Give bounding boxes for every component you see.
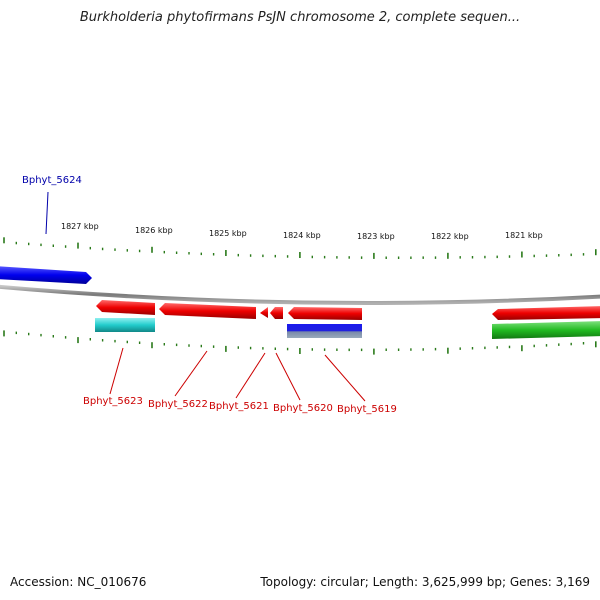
gene-arrow-bphyt-5622[interactable] <box>159 303 256 319</box>
tick-label: 1825 kbp <box>209 229 247 238</box>
gene-label-bphyt-5622[interactable]: Bphyt_5622 <box>148 399 208 410</box>
leader-line-bphyt-5621 <box>235 352 266 399</box>
map-title: Burkholderia phytofirmans PsJN chromosom… <box>79 10 521 25</box>
gene-arrow-right-red[interactable] <box>492 306 600 320</box>
topology-summary: Topology: circular; Length: 3,625,999 bp… <box>260 575 590 589</box>
tick-labels: 1827 kbp 1826 kbp 1825 kbp 1824 kbp 1823… <box>61 222 543 241</box>
gene-label-bphyt-5620[interactable]: Bphyt_5620 <box>273 403 333 414</box>
gene-label-bphyt-5624[interactable]: Bphyt_5624 <box>22 175 82 186</box>
tick-label: 1826 kbp <box>135 226 173 235</box>
feature-green[interactable] <box>492 321 600 339</box>
gene-arrow-bphyt-5624[interactable] <box>0 266 92 284</box>
tick-label: 1822 kbp <box>431 232 469 241</box>
outer-tick-marks <box>3 237 597 259</box>
inner-tick-marks <box>3 330 597 355</box>
gene-arrow-bphyt-5620[interactable] <box>288 307 362 320</box>
gene-label-bphyt-5619[interactable]: Bphyt_5619 <box>337 404 397 415</box>
tick-label: 1827 kbp <box>61 222 99 231</box>
tick-label: 1823 kbp <box>357 232 395 241</box>
gene-label-bphyt-5621[interactable]: Bphyt_5621 <box>209 401 269 412</box>
gene-arrow-bphyt-5621a[interactable] <box>260 307 268 318</box>
feature-blue-gray[interactable] <box>287 324 362 338</box>
accession-text: Accession: NC_010676 <box>10 575 147 589</box>
chromosome-backbone <box>0 284 600 306</box>
leader-line-bphyt-5619 <box>324 354 366 402</box>
tick-label: 1824 kbp <box>283 231 321 240</box>
leader-line-bphyt-5622 <box>174 350 208 397</box>
tick-label: 1821 kbp <box>505 231 543 240</box>
leader-line-bphyt-5623 <box>109 347 124 395</box>
gene-arrow-bphyt-5621b[interactable] <box>270 307 283 319</box>
leader-line-bphyt-5624 <box>45 191 49 235</box>
leader-line-bphyt-5620 <box>275 352 301 401</box>
feature-cyan[interactable] <box>95 318 155 332</box>
gene-label-bphyt-5623[interactable]: Bphyt_5623 <box>83 396 143 407</box>
gene-arrow-bphyt-5623[interactable] <box>96 300 155 315</box>
